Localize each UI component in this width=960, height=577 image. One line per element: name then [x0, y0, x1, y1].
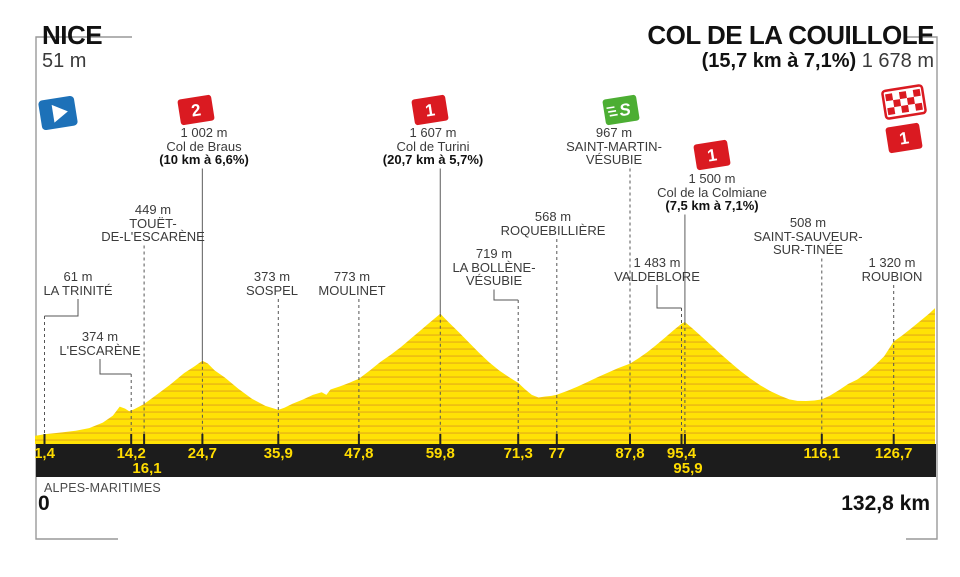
- waypoint-name: Col de la Colmiane: [657, 184, 767, 200]
- waypoint-label: 1 002 m Col de Braus (10 km à 6,6%): [159, 126, 249, 167]
- waypoint-elevation: 967 m: [595, 125, 633, 140]
- waypoint-name: L'ESCARÈNE: [59, 342, 141, 358]
- axis-km-label: 59,8: [425, 445, 455, 462]
- waypoint-name: VALDEBLORE: [614, 268, 700, 284]
- waypoint-elevation: 61 m: [63, 269, 93, 284]
- waypoint-elevation: 1 483 m: [633, 255, 681, 270]
- waypoint-label: 373 m SOSPEL: [246, 270, 298, 297]
- waypoint-elevation: 1 500 m: [688, 171, 736, 186]
- waypoint-name: SOSPEL: [245, 282, 299, 298]
- waypoint-name: ROUBION: [861, 268, 923, 284]
- waypoint-name: SAINT-SAUVEUR-: [753, 228, 863, 244]
- connector-line: [656, 285, 682, 309]
- axis-km-label: 24,7: [187, 445, 217, 462]
- axis-km-label: 95,9: [673, 460, 703, 477]
- waypoint-elevation: 373 m: [253, 269, 291, 284]
- frame-brackets: [35, 36, 938, 540]
- finish-climb-stats: (15,7 km à 7,1%): [701, 50, 857, 72]
- waypoint-name: TOUËT-: [129, 215, 177, 231]
- climb-gradient: (20,7 km à 5,7%): [382, 152, 484, 167]
- svg-text:1: 1: [898, 128, 910, 148]
- start-name: NICE: [42, 20, 103, 50]
- waypoint-label: 61 m LA TRINITÉ: [43, 270, 112, 297]
- waypoint-name: Col de Turini: [396, 138, 470, 154]
- km-start-label: 0: [38, 492, 50, 515]
- start-header: NICE 51 m: [42, 20, 103, 73]
- waypoint-label: 1 483 m VALDEBLORE: [614, 256, 700, 283]
- waypoint-label: 449 m TOUËT- DE-L'ESCARÈNE: [101, 203, 205, 244]
- waypoint-label: 773 m MOULINET: [318, 270, 385, 297]
- start-flag-icon: [38, 95, 78, 131]
- waypoint-elevation: 773 m: [333, 269, 371, 284]
- finish-header: COL DE LA COUILLOLE (15,7 km à 7,1%) 1 6…: [647, 22, 934, 73]
- waypoint-elevation: 568 m: [534, 209, 572, 224]
- svg-text:2: 2: [190, 100, 202, 120]
- waypoint-name: SUR-TINÉE: [772, 242, 844, 257]
- waypoint-label: 508 m SAINT-SAUVEUR- SUR-TINÉE: [753, 216, 862, 257]
- svg-text:1: 1: [424, 100, 436, 120]
- sprint-badge: S: [602, 94, 640, 126]
- waypoint-name: VÉSUBIE: [585, 152, 643, 167]
- category-badge: 2: [177, 94, 215, 126]
- category-badge: 1: [693, 139, 731, 171]
- axis-km-label: 1,4: [34, 445, 55, 462]
- axis-km-label: 35,9: [263, 445, 293, 462]
- connector-line: [493, 289, 519, 301]
- start-elevation: 51 m: [42, 50, 87, 72]
- connector-line: [99, 359, 132, 375]
- axis-km-label: 126,7: [874, 445, 913, 462]
- waypoint-name: SAINT-MARTIN-: [566, 138, 662, 154]
- axis-km-label: 14,2: [116, 445, 146, 462]
- axis-km-label: 116,1: [803, 445, 841, 462]
- axis-km-label: 95,4: [666, 445, 697, 462]
- waypoint-label: 719 m LA BOLLÈNE- VÉSUBIE: [452, 247, 535, 288]
- km-total-label: 132,8 km: [841, 492, 930, 515]
- axis-km-label: 71,3: [503, 445, 533, 462]
- waypoint-elevation: 374 m: [81, 329, 119, 344]
- climb-gradient: (7,5 km à 7,1%): [665, 198, 759, 213]
- waypoint-elevation: 719 m: [475, 246, 513, 261]
- svg-text:1: 1: [706, 145, 718, 165]
- waypoint-label: 1 607 m Col de Turini (20,7 km à 5,7%): [383, 126, 483, 167]
- axis-km-label: 77: [548, 445, 566, 462]
- waypoint-elevation: 1 002 m: [180, 125, 228, 140]
- waypoint-label: 1 320 m ROUBION: [862, 256, 923, 283]
- connector-line: [44, 299, 79, 317]
- waypoint-name: ROQUEBILLIÈRE: [500, 222, 606, 238]
- waypoint-elevation: 508 m: [789, 215, 827, 230]
- waypoint-name: DE-L'ESCARÈNE: [101, 229, 205, 244]
- elevation-profile-area: [35, 308, 935, 444]
- waypoint-elevation: 449 m: [134, 202, 172, 217]
- distance-axis-bar: [36, 444, 936, 477]
- finish-stats: (15,7 km à 7,1%) 1 678 m: [647, 49, 934, 73]
- waypoint-name: VÉSUBIE: [465, 273, 523, 288]
- axis-km-label: 16,1: [132, 460, 162, 477]
- waypoint-label: 568 m ROQUEBILLIÈRE: [501, 210, 606, 237]
- svg-text:S: S: [618, 99, 633, 120]
- category-badge: 1: [411, 94, 449, 126]
- waypoint-elevation: 1 607 m: [409, 125, 457, 140]
- waypoint-name: Col de Braus: [166, 138, 242, 154]
- waypoint-name: LA TRINITÉ: [43, 282, 113, 298]
- axis-km-label: 47,8: [344, 445, 374, 462]
- category-badge: 1: [885, 122, 923, 154]
- region-label: ALPES-MARITIMES: [44, 481, 161, 495]
- waypoint-label: 374 m L'ESCARÈNE: [59, 330, 140, 357]
- waypoint-elevation: 1 320 m: [868, 255, 916, 270]
- waypoint-name: MOULINET: [318, 282, 386, 298]
- finish-elevation: 1 678 m: [861, 50, 934, 72]
- axis-km-label: 87,8: [615, 445, 645, 462]
- finish-flag-icon: [881, 84, 927, 120]
- waypoint-label: 967 m SAINT-MARTIN- VÉSUBIE: [566, 126, 662, 167]
- waypoint-label: 1 500 m Col de la Colmiane (7,5 km à 7,1%): [657, 172, 767, 213]
- climb-gradient: (10 km à 6,6%): [159, 152, 249, 167]
- waypoint-name: LA BOLLÈNE-: [452, 259, 536, 275]
- finish-name: COL DE LA COUILLOLE: [647, 20, 934, 50]
